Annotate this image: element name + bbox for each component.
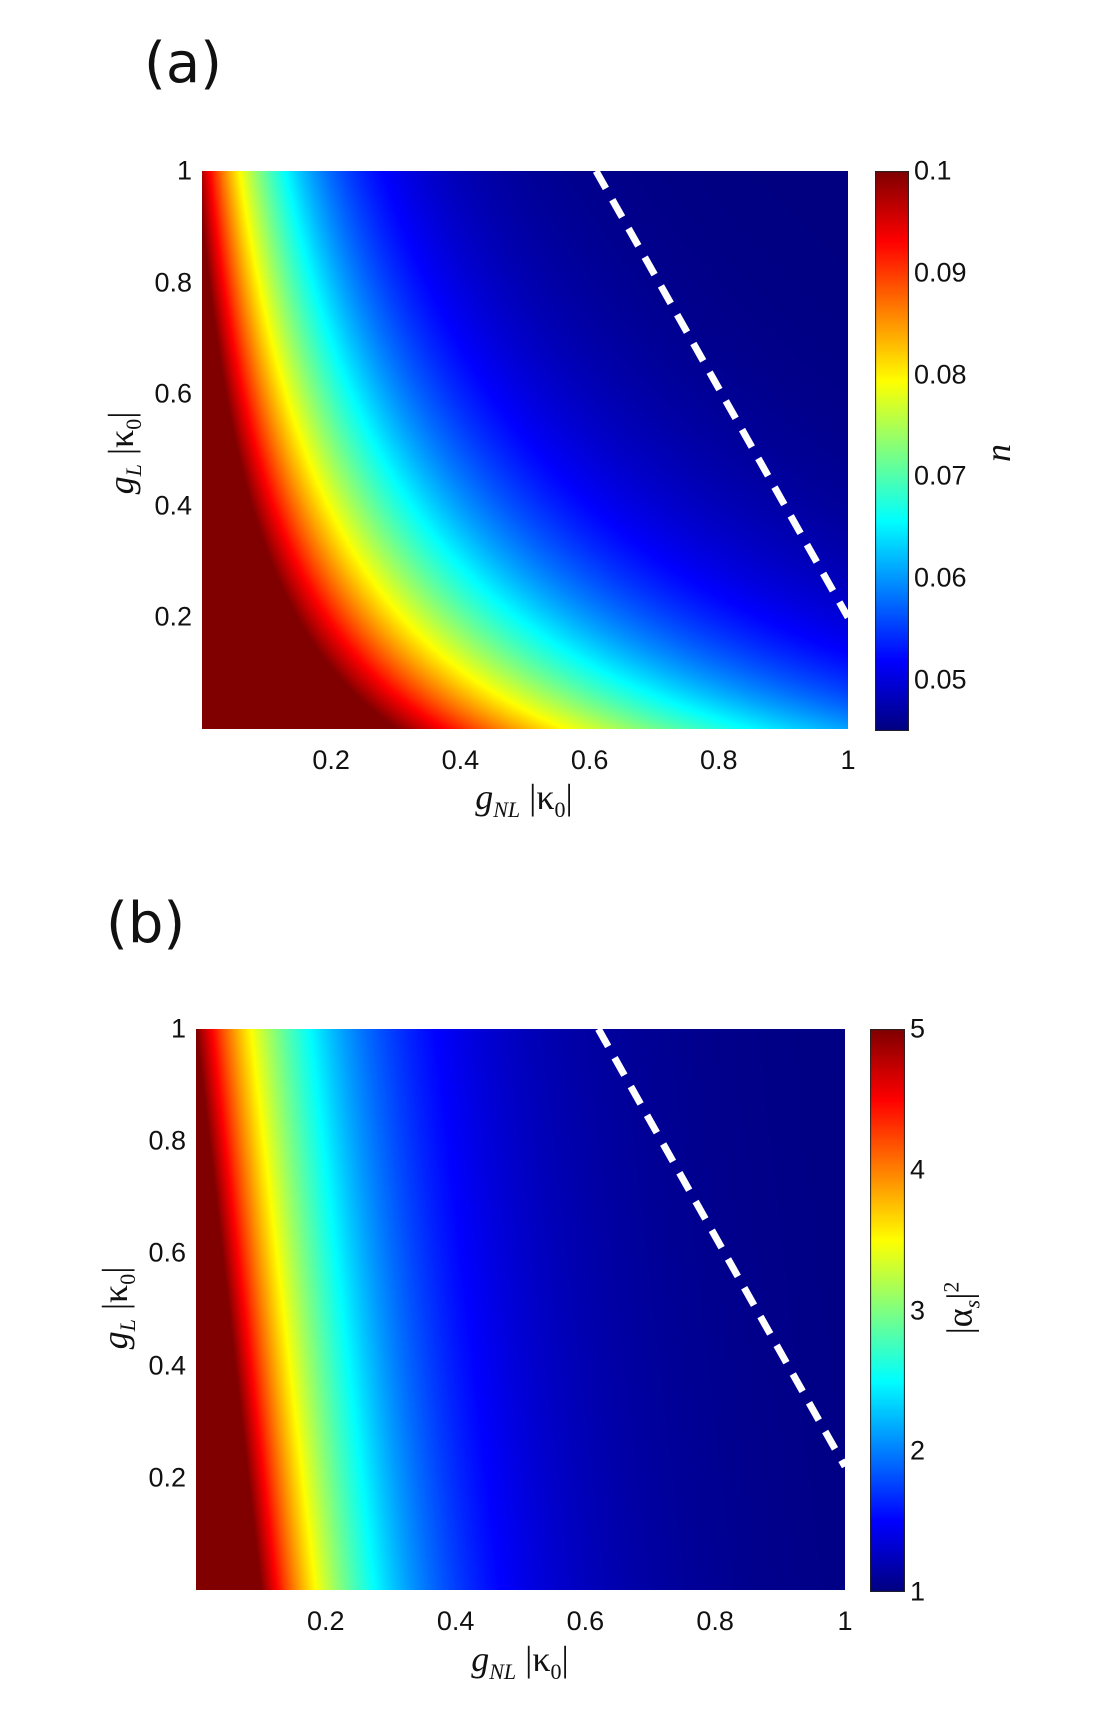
y-axis-label-b: gL |κ0| [94, 1266, 141, 1350]
dashed-line [593, 169, 852, 620]
x-axis-label-b: gNL |κ0| [471, 1641, 569, 1683]
x-axis-label-a: gNL |κ0| [475, 779, 573, 821]
x-tick-label: 0.6 [566, 1606, 605, 1636]
heatmap-b [196, 1029, 845, 1590]
colorbar-tick-label: 0.08 [914, 359, 967, 390]
colorbar-tick-label: 0.1 [914, 155, 952, 186]
y-tick-label: 0.6 [154, 378, 192, 409]
y-label-close: | [94, 1266, 135, 1274]
x-tick-label: 0.8 [700, 745, 738, 775]
y-label-unit-sub: 0 [115, 1273, 141, 1285]
x-tick-label: 1 [840, 745, 856, 775]
y-tick-label: 0.4 [148, 1350, 186, 1381]
y-tick-label: 1 [176, 155, 192, 186]
y-label-unit: |κ [100, 429, 141, 456]
heatmap-a [202, 171, 848, 729]
colorbar-tick-label: 0.09 [914, 257, 967, 288]
x-tick-label: 0.4 [436, 1606, 475, 1636]
x-label-base: g [475, 776, 494, 817]
colorbar-label-b: |αs|2 [938, 1281, 985, 1335]
colorbar-a [875, 171, 909, 731]
x-label-base: g [471, 1638, 490, 1679]
y-label-sub: L [121, 464, 147, 477]
panel-label-a: (a) [144, 31, 223, 96]
dashed-boundary-line-a [593, 169, 852, 620]
colorbar-b [870, 1029, 905, 1592]
y-label-sub: L [115, 1319, 141, 1332]
cb-label-open: |α [939, 1308, 980, 1335]
x-label-unit-sub: 0 [554, 797, 566, 823]
colorbar-tick-label: 4 [910, 1154, 926, 1185]
y-tick-label: 0.8 [154, 267, 192, 298]
y-tick-label: 0.4 [154, 490, 192, 521]
y-label-base: g [100, 476, 141, 495]
y-label-base: g [94, 1331, 135, 1350]
colorbar-tick-label: 2 [910, 1435, 926, 1466]
colorbar-tick-label: 5 [910, 1013, 926, 1044]
x-label-unit-sub: 0 [550, 1659, 562, 1685]
x-label-close: | [565, 776, 573, 817]
dashed-line [595, 1027, 849, 1469]
colorbar-tick-label: 0.06 [914, 562, 967, 593]
cb-label-close: | [939, 1292, 980, 1300]
y-axis-label-a: gL |κ0| [100, 411, 147, 495]
panel-label-b: (b) [106, 891, 186, 956]
colorbar-tick-label: 1 [910, 1576, 926, 1607]
x-label-close: | [561, 1638, 569, 1679]
cb-label-sub: s [959, 1299, 985, 1309]
cb-label-sup: 2 [938, 1281, 964, 1293]
x-label-sub: NL [489, 1659, 517, 1685]
x-label-unit: |κ [525, 1638, 551, 1679]
dashed-boundary-line-b [595, 1027, 849, 1469]
y-tick-label: 0.2 [148, 1462, 186, 1493]
y-label-unit: |κ [94, 1284, 135, 1311]
colorbar-tick-label: 0.07 [914, 460, 967, 491]
y-label-close: | [100, 411, 141, 419]
y-tick-label: 0.2 [154, 601, 192, 632]
x-tick-label: 0.2 [312, 745, 350, 775]
y-tick-label: 0.6 [148, 1237, 186, 1268]
x-label-sub: NL [493, 797, 521, 823]
x-tick-label: 0.8 [696, 1606, 734, 1636]
x-label-unit: |κ [529, 776, 555, 817]
y-tick-label: 1 [170, 1013, 186, 1044]
colorbar-tick-label: 3 [910, 1295, 926, 1325]
x-tick-label: 0.4 [441, 745, 480, 775]
colorbar-tick-label: 0.05 [914, 664, 967, 695]
x-tick-label: 1 [837, 1606, 853, 1636]
x-tick-label: 0.2 [307, 1606, 345, 1636]
x-tick-label: 0.6 [570, 745, 609, 775]
y-tick-label: 0.8 [148, 1125, 186, 1156]
colorbar-label-a: n [978, 444, 1018, 462]
y-label-unit-sub: 0 [121, 418, 147, 430]
